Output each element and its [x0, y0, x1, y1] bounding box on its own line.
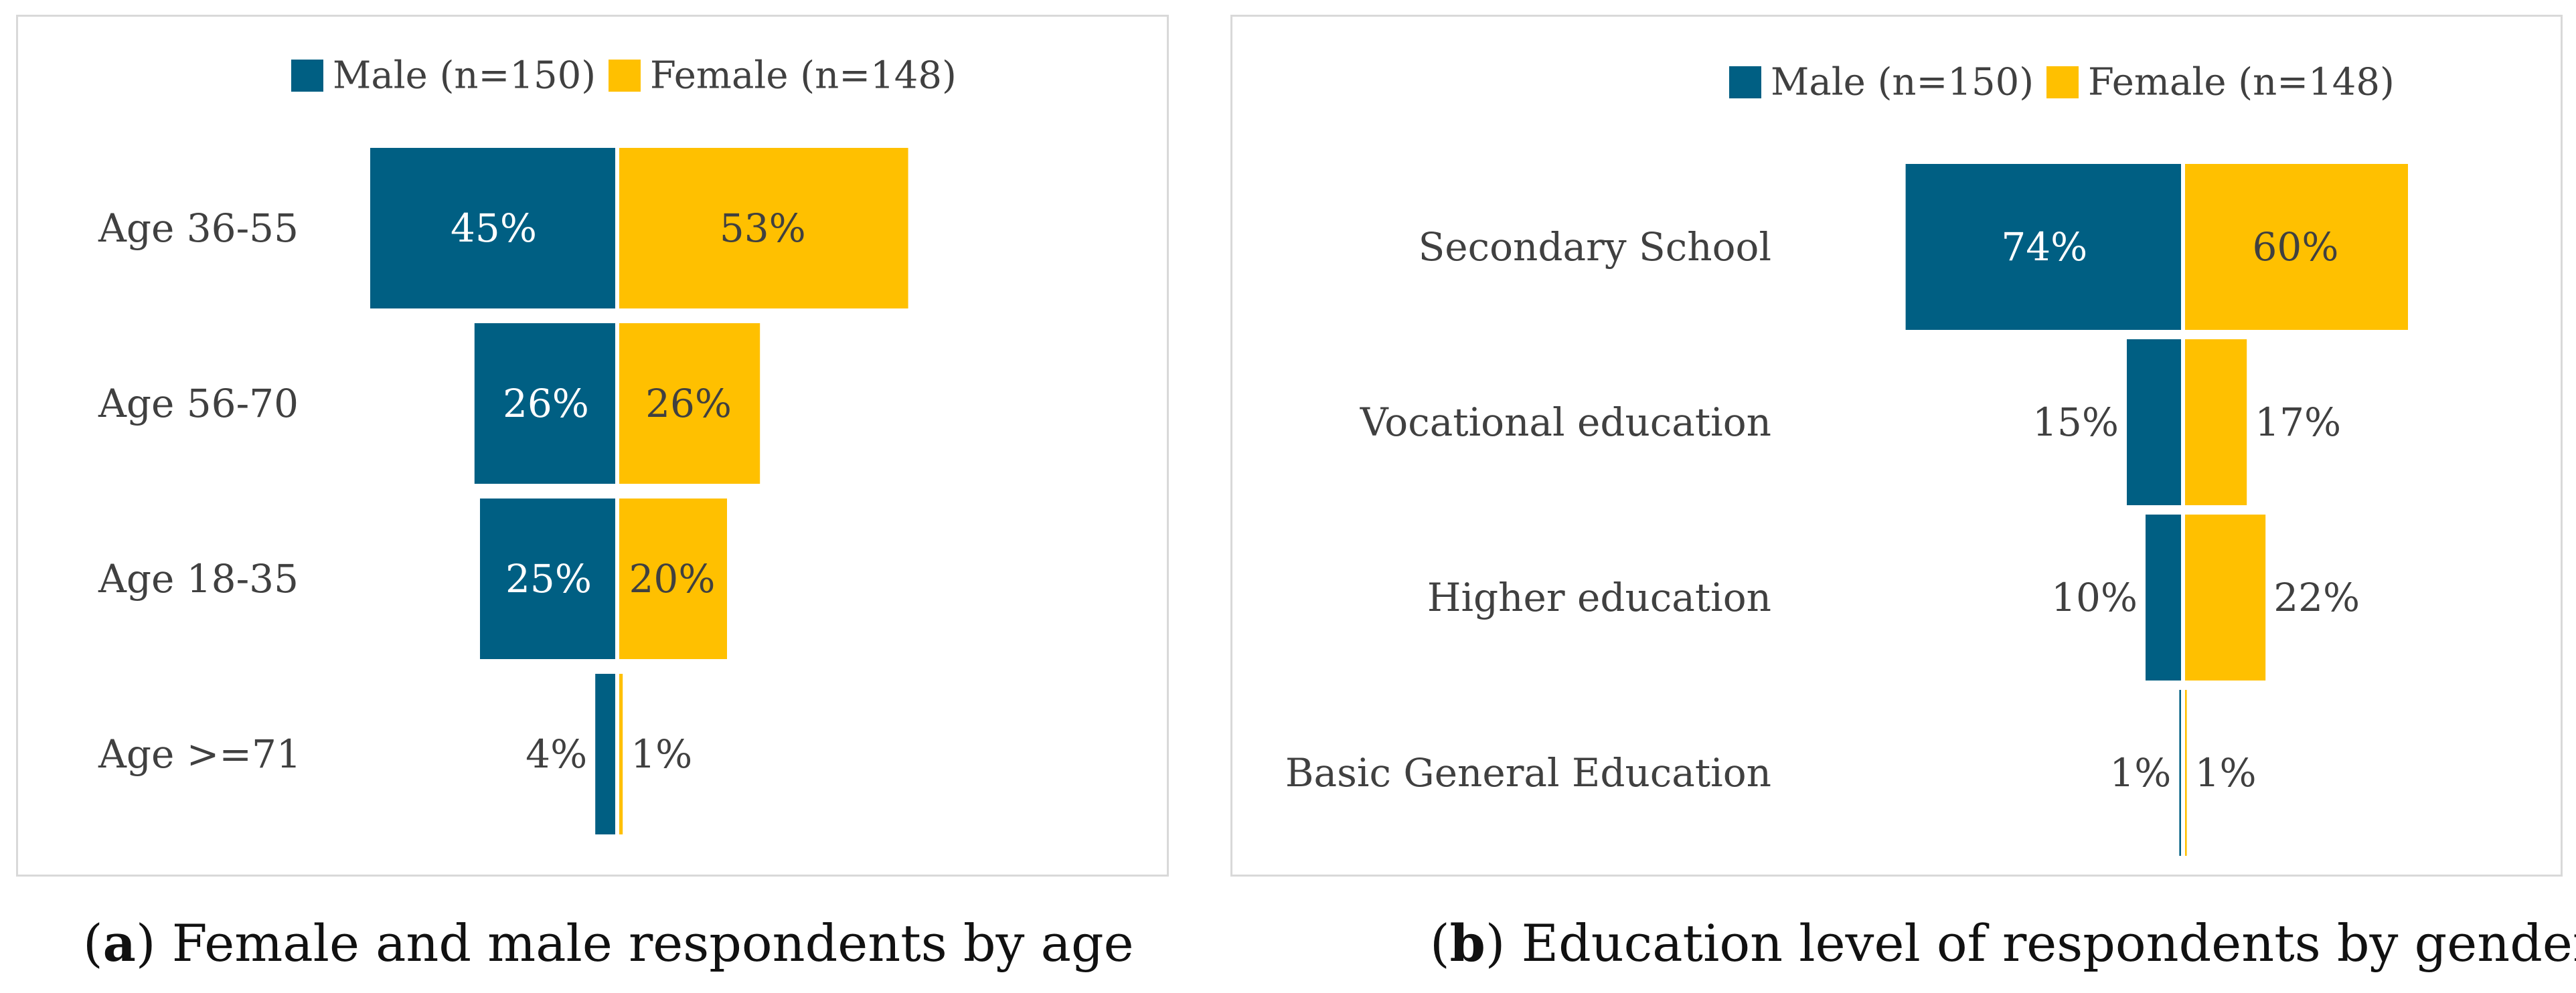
bar-male	[480, 499, 617, 659]
data-label-male: 26%	[503, 381, 589, 426]
caption-education-chart: (b) Education level of respondents by ge…	[1430, 913, 2576, 973]
legend-label-male: Male (n=150)	[333, 54, 596, 98]
bar-female	[617, 499, 727, 659]
bar-male	[595, 674, 617, 834]
bar-female	[2183, 164, 2408, 330]
data-label-female: 1%	[2195, 750, 2257, 796]
category-label: Age 36-55	[98, 205, 299, 251]
caption-age-chart: (a) Female and male respondents by age	[83, 913, 1134, 973]
bar-male	[474, 323, 617, 484]
category-basic-general-education: Basic General Education 1% 1%	[1285, 690, 2257, 856]
data-label-male: 10%	[2051, 575, 2138, 620]
category-vocational-education: Vocational education 15% 17%	[1360, 339, 2341, 505]
data-label-male: 15%	[2032, 399, 2119, 445]
category-label: Secondary School	[1419, 224, 1771, 270]
category-label: Basic General Education	[1285, 750, 1771, 796]
bar-female	[2183, 339, 2247, 505]
bar-female	[617, 148, 908, 308]
bar-female	[617, 674, 623, 834]
education-chart: Male (n=150) Female (n=148) Secondary Scho…	[1285, 61, 2408, 859]
bar-male	[2146, 515, 2183, 681]
category-label: Vocational education	[1360, 399, 1771, 445]
legend-swatch-female	[2046, 66, 2079, 98]
data-label-female: 60%	[2253, 224, 2339, 270]
legend-label-female: Female (n=148)	[650, 54, 957, 98]
legend-label-female: Female (n=148)	[2088, 61, 2395, 104]
category-age-18-35: Age 18-35 25% 20%	[98, 499, 727, 659]
bar-male	[1905, 164, 2183, 330]
caption-letter: b	[1449, 913, 1485, 973]
data-label-male: 1%	[2109, 750, 2171, 796]
category-age-71: Age >=71 4% 1%	[98, 674, 692, 834]
legend: Male (n=150) Female (n=148)	[1729, 61, 2395, 104]
category-age-56-70: Age 56-70 26% 26%	[98, 323, 760, 484]
legend-swatch-female	[609, 60, 641, 92]
data-label-male: 4%	[526, 731, 587, 777]
data-label-female: 20%	[629, 556, 716, 602]
bar-male	[2127, 339, 2183, 505]
legend-label-male: Male (n=150)	[1771, 61, 2034, 104]
category-label: Higher education	[1427, 575, 1771, 620]
data-label-female: 17%	[2255, 399, 2341, 445]
education-chart-panel: Male (n=150) Female (n=148) Secondary Scho…	[1230, 15, 2563, 877]
legend-swatch-male	[291, 60, 323, 92]
legend: Male (n=150) Female (n=148)	[291, 54, 957, 98]
data-label-male: 74%	[2001, 224, 2087, 270]
data-label-female: 53%	[720, 205, 806, 251]
category-label: Age 18-35	[98, 556, 299, 602]
category-label: Age >=71	[98, 731, 301, 777]
data-label-female: 22%	[2273, 575, 2360, 620]
bar-male	[370, 148, 617, 308]
data-label-female: 26%	[645, 381, 732, 426]
caption-letter: a	[102, 913, 136, 973]
data-label-female: 1%	[631, 731, 692, 777]
category-label: Age 56-70	[98, 381, 299, 426]
category-age-36-55: Age 36-55 45% 53%	[98, 148, 908, 308]
age-chart-panel: Male (n=150) Female (n=148) Age 36-55 45% 53…	[16, 15, 1169, 877]
category-secondary-school: Secondary School 74% 60%	[1419, 164, 2408, 330]
age-chart: Male (n=150) Female (n=148) Age 36-55 45% 53…	[98, 54, 957, 837]
bar-female	[617, 323, 760, 484]
caption-text: ) Female and male respondents by age	[135, 913, 1134, 973]
caption-text: ) Education level of respondents by gend…	[1485, 913, 2576, 973]
data-label-male: 25%	[505, 556, 592, 602]
legend-swatch-male	[1729, 66, 1761, 98]
category-higher-education: Higher education 10% 22%	[1427, 515, 2360, 681]
bar-female	[2183, 515, 2266, 681]
data-label-male: 45%	[451, 205, 537, 251]
